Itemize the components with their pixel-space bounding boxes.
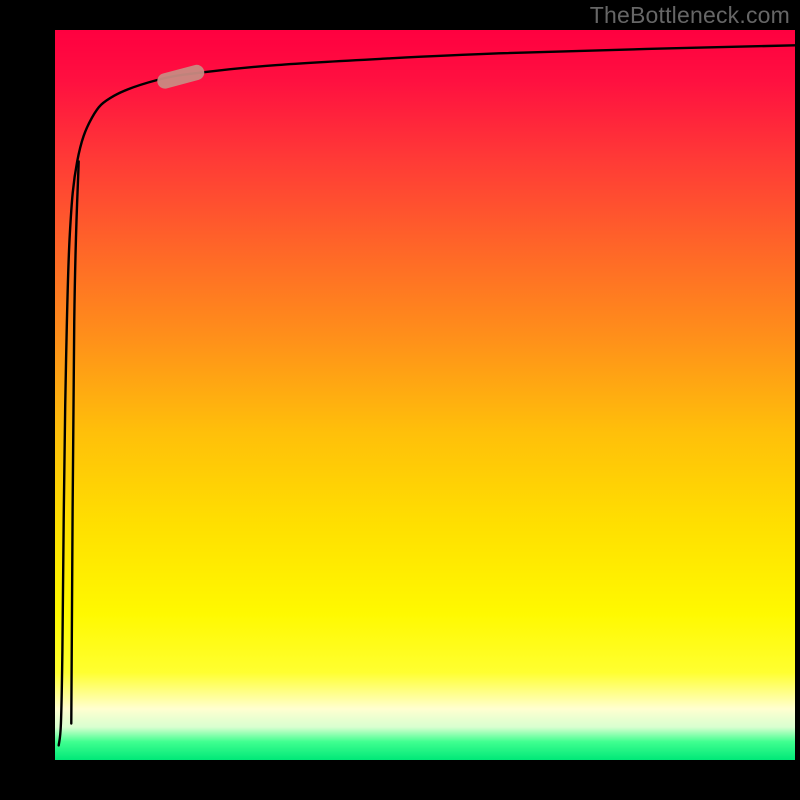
watermark-text: TheBottleneck.com [590, 2, 790, 29]
chart-svg [0, 0, 800, 800]
plot-background [55, 30, 795, 760]
chart-container: TheBottleneck.com [0, 0, 800, 800]
